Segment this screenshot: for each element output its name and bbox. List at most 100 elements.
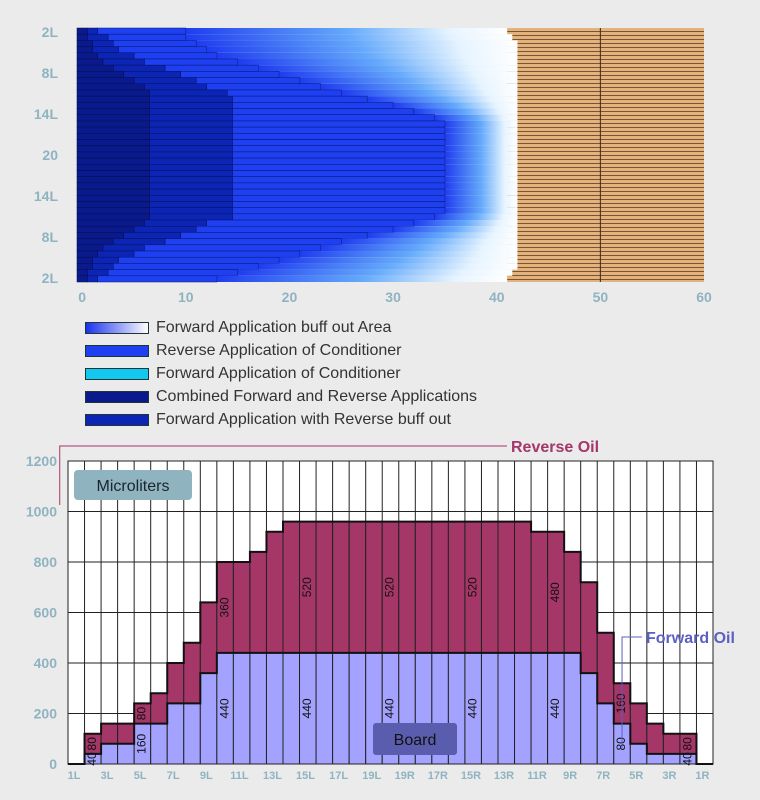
forward-reverse-buff-bar	[123, 71, 181, 78]
x-tick-label: 11L	[230, 770, 249, 782]
combined-application-bar	[76, 201, 150, 208]
reverse-conditioner-bar	[232, 126, 446, 134]
x-tick-label: 3L	[101, 770, 114, 782]
forward-reverse-buff-bar	[149, 133, 233, 140]
combined-application-bar	[76, 27, 88, 35]
reverse-oil-bar	[166, 662, 185, 704]
x-tick-label: 5L	[134, 770, 147, 782]
y-tick-label: 8L	[42, 65, 59, 81]
forward-oil-bar	[497, 652, 516, 765]
buff-out-bar	[444, 120, 518, 128]
forward-reverse-buff-bar	[92, 46, 119, 54]
legend-swatch	[85, 367, 149, 380]
buff-out-bar	[444, 158, 518, 165]
buff-out-bar	[216, 275, 508, 282]
x-tick-label: 60	[696, 289, 712, 305]
bar-value-label: 440	[217, 698, 231, 718]
forward-reverse-buff-bar	[92, 263, 114, 270]
buff-out-bar	[393, 226, 518, 233]
combined-application-bar	[76, 188, 150, 196]
reverse-conditioner-bar	[232, 120, 446, 128]
reverse-oil-bar	[530, 531, 549, 654]
reverse-oil-bar	[662, 733, 681, 755]
reverse-oil-bar	[282, 521, 301, 654]
reverse-conditioner-bar	[232, 170, 446, 177]
legend-swatch	[85, 413, 149, 426]
reverse-conditioner-bar	[232, 213, 435, 221]
reverse-conditioner-bar	[232, 157, 446, 165]
buff-out-bar	[434, 213, 518, 221]
combined-application-bar	[76, 164, 150, 171]
buff-out-bar	[258, 65, 518, 72]
y-tick-label: 1200	[26, 453, 57, 469]
buff-out-bar	[185, 28, 508, 35]
combined-application-bar	[76, 213, 150, 221]
buff-out-bar	[444, 139, 518, 146]
buff-out-bar	[320, 83, 518, 90]
forward-oil-bar	[480, 652, 499, 765]
reverse-conditioner-bar	[133, 250, 301, 258]
x-tick-label: 15R	[461, 770, 481, 782]
reverse-conditioner-bar	[232, 145, 446, 153]
forward-oil-bar	[596, 702, 615, 765]
x-tick-label: 50	[593, 289, 609, 305]
forward-reverse-buff-bar	[87, 275, 98, 283]
reverse-oil-bar	[100, 723, 119, 745]
reverse-conditioner-bar	[97, 27, 187, 35]
combined-application-bar	[76, 33, 88, 41]
reverse-oil-bar	[249, 551, 267, 654]
forward-reverse-buff-bar	[123, 232, 181, 239]
x-tick-label: 9R	[563, 770, 577, 782]
combined-application-bar	[76, 157, 150, 165]
x-tick-label: 1L	[68, 770, 81, 782]
reverse-conditioner-bar	[107, 269, 238, 277]
bar-value-label: 80	[85, 737, 99, 751]
reverse-conditioner-bar	[232, 201, 446, 208]
combined-application-bar	[76, 170, 150, 177]
legend-item: Reverse Application of Conditioner	[85, 339, 477, 362]
forward-oil-bar	[282, 652, 301, 765]
forward-reverse-buff-bar	[149, 207, 233, 215]
y-tick-label: 200	[34, 706, 58, 722]
combined-application-bar	[76, 40, 93, 47]
buff-out-bar	[393, 102, 518, 109]
bar-value-label: 480	[548, 582, 562, 602]
combined-application-bar	[76, 250, 98, 258]
reverse-oil-bar	[150, 692, 168, 725]
bar-value-label: 440	[383, 698, 397, 718]
reverse-conditioner-bar	[232, 195, 446, 202]
legend-label: Forward Application of Conditioner	[156, 364, 401, 382]
reverse-oil-bar	[414, 521, 433, 654]
x-tick-label: 19R	[395, 770, 415, 782]
x-tick-label: 7L	[167, 770, 180, 782]
x-tick-label: 13R	[494, 770, 514, 782]
buff-out-bar	[237, 269, 513, 276]
reverse-conditioner-bar	[113, 40, 197, 47]
combined-application-bar	[76, 256, 93, 264]
buff-out-bar	[196, 40, 518, 47]
combined-application-bar	[76, 102, 150, 109]
combined-application-bar	[76, 207, 150, 215]
bar-value-label: 440	[300, 698, 314, 718]
combined-application-bar	[76, 108, 150, 115]
combined-application-bar	[76, 133, 150, 140]
forward-reverse-buff-bar	[144, 219, 207, 227]
reverse-oil-bar	[365, 521, 383, 654]
buff-out-bar	[444, 164, 518, 171]
combined-application-bar	[76, 52, 98, 60]
bar-value-label: 160	[614, 693, 628, 713]
buff-out-bar	[413, 220, 518, 227]
bar-value-label: 160	[135, 733, 149, 753]
buff-out-bar	[237, 58, 518, 66]
reverse-oil-bar	[315, 521, 334, 654]
forward-reverse-buff-bar	[149, 170, 233, 177]
forward-reverse-buff-bar	[113, 64, 166, 72]
legend-swatch	[85, 321, 149, 334]
forward-reverse-buff-bar	[149, 151, 233, 159]
combined-application-bar	[76, 269, 88, 277]
buff-out-bar	[279, 71, 518, 78]
legend-label: Forward Application with Reverse buff ou…	[156, 410, 451, 428]
x-tick-label: 17L	[329, 770, 348, 782]
reverse-oil-bar	[265, 531, 284, 654]
